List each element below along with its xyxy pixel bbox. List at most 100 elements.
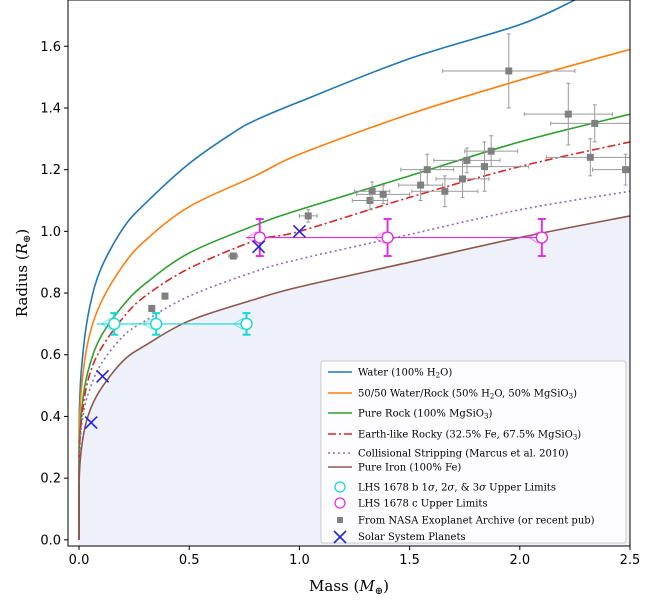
curve-rock: [78, 113, 630, 540]
exoplanet-point: [433, 147, 501, 174]
lhs1678b-arrow: [232, 317, 244, 331]
legend: Water (100% H2O) 50/50 Water/Rock (50% H…: [320, 360, 627, 544]
legend-label-solar-system: Solar System Planets: [358, 532, 466, 543]
exoplanet-marker: [622, 166, 630, 174]
exoplanet-point: [545, 138, 630, 177]
x-tick-label: 2.0: [509, 553, 530, 568]
solar-system-marker: [292, 224, 306, 238]
legend-handle-exoplanets: [337, 517, 343, 523]
exoplanet-point: [464, 135, 519, 168]
legend-handle-lhs1678b: [334, 481, 346, 493]
lhs1678c-arrow: [527, 231, 540, 244]
curve-water_rock: [78, 48, 630, 540]
x-axis-label: Mass (M⊕): [309, 577, 389, 597]
y-tick-label: 0.2: [40, 472, 61, 487]
solar-system-stroke: [292, 224, 306, 238]
y-tick-label: 1.0: [40, 225, 61, 240]
lhs1678b-point: [232, 312, 253, 336]
legend-handle-solar-system: [333, 530, 347, 544]
exoplanet-marker: [368, 187, 376, 195]
exoplanet-marker: [423, 166, 431, 174]
curve-water: [78, 0, 576, 540]
x-tick-label: 1.0: [289, 553, 310, 568]
exoplanet-marker: [564, 110, 572, 118]
exoplanet-marker: [417, 181, 425, 189]
solar-system-marker: [96, 369, 110, 383]
plot-frame: [67, 0, 631, 547]
lhs1678b-marker: [240, 317, 253, 331]
solar-system-stroke: [84, 416, 98, 430]
exoplanet-marker: [591, 119, 599, 127]
y-tick-label: 1.4: [40, 101, 61, 116]
exoplanet-point: [439, 141, 530, 192]
curve-iron: [78, 215, 630, 540]
lhs1678c-point: [245, 218, 266, 258]
lhs1678c-point: [527, 218, 549, 258]
exoplanet-point: [592, 153, 630, 186]
legend-label-water: Water (100% H2O): [358, 368, 452, 380]
exoplanet-marker: [229, 252, 237, 260]
x-tick-label: 0.0: [69, 553, 90, 568]
exoplanet-points: [148, 33, 630, 313]
solar-system-marker: [84, 416, 98, 430]
model-curves: [78, 0, 630, 540]
y-tick-label: 0.4: [40, 410, 61, 425]
x-axis-ticks: 0.0 0.5 1.0 1.5 2.0 2.5: [69, 546, 641, 568]
solar-system-stroke: [96, 369, 110, 383]
lhs1678b-limits: [96, 312, 253, 336]
exoplanet-point: [398, 169, 444, 202]
exoplanet-point: [298, 209, 318, 223]
x-tick-label: 0.5: [179, 553, 200, 568]
legend-box: [320, 360, 627, 544]
lhs1678c-marker: [253, 231, 266, 244]
legend-label-exoplanets: From NASA Exoplanet Archive (or recent p…: [358, 516, 595, 527]
lhs1678b-arrow: [100, 317, 112, 331]
legend-label-water-rock: 50/50 Water/Rock (50% H2O, 50% MgSiO3): [358, 389, 577, 401]
lhs1678b-marker: [108, 317, 121, 331]
lhs1678c-limits: [245, 218, 549, 258]
exoplanet-point: [523, 82, 613, 146]
y-tick-label: 1.6: [40, 40, 61, 55]
y-axis-label: Radius (R⊕): [13, 229, 33, 318]
exoplanet-marker: [505, 67, 513, 75]
solar-system-marker: [252, 240, 266, 254]
y-tick-label: 0.0: [40, 533, 61, 548]
exoplanet-marker: [487, 147, 495, 155]
exoplanet-point: [442, 33, 576, 109]
lhs1678b-marker: [149, 317, 163, 331]
exoplanet-marker: [441, 187, 449, 195]
exoplanet-point: [148, 304, 156, 313]
solar-system-points: [84, 224, 306, 430]
exoplanet-marker: [366, 197, 374, 205]
exoplanet-marker: [379, 190, 387, 198]
exoplanet-point: [550, 104, 630, 143]
legend-handle-lhs1678c: [334, 497, 346, 509]
lhs1678c-marker: [535, 231, 549, 244]
legend-label-stripping: Collisional Stripping (Marcus et al. 201…: [358, 449, 569, 460]
lhs1678c-point: [373, 218, 394, 258]
lhs1678c-arrow: [373, 231, 385, 244]
exoplanet-point: [400, 153, 455, 186]
y-axis-ticks: 0.0 0.2 0.4 0.6 0.8 1.0 1.2 1.4 1.6: [40, 40, 68, 548]
y-tick-label: 0.6: [40, 348, 61, 363]
exoplanet-marker: [161, 292, 169, 300]
curve-earth: [78, 141, 630, 540]
lhs1678b-point: [142, 312, 163, 336]
legend-label-rock: Pure Rock (100% MgSiO3): [358, 409, 492, 421]
lhs1678b-point: [100, 312, 121, 336]
exoplanet-marker: [586, 153, 594, 161]
legend-label-lhs1678b: LHS 1678 b 1σ, 2σ, & 3σ Upper Limits: [358, 483, 556, 494]
exoplanet-marker: [304, 212, 312, 220]
y-tick-label: 0.8: [40, 287, 61, 302]
exoplanet-marker: [463, 156, 471, 164]
lhs1678b-arrow: [142, 317, 154, 331]
lhs1678c-marker: [381, 231, 394, 244]
exoplanet-marker: [148, 304, 156, 312]
exoplanet-point: [161, 292, 169, 300]
exoplanet-marker: [481, 163, 489, 171]
legend-label-earth: Earth-like Rocky (32.5% Fe, 67.5% MgSiO3…: [358, 430, 581, 442]
exoplanet-marker: [459, 175, 467, 183]
x-tick-label: 2.5: [620, 553, 641, 568]
curve-stripping: [78, 190, 630, 540]
